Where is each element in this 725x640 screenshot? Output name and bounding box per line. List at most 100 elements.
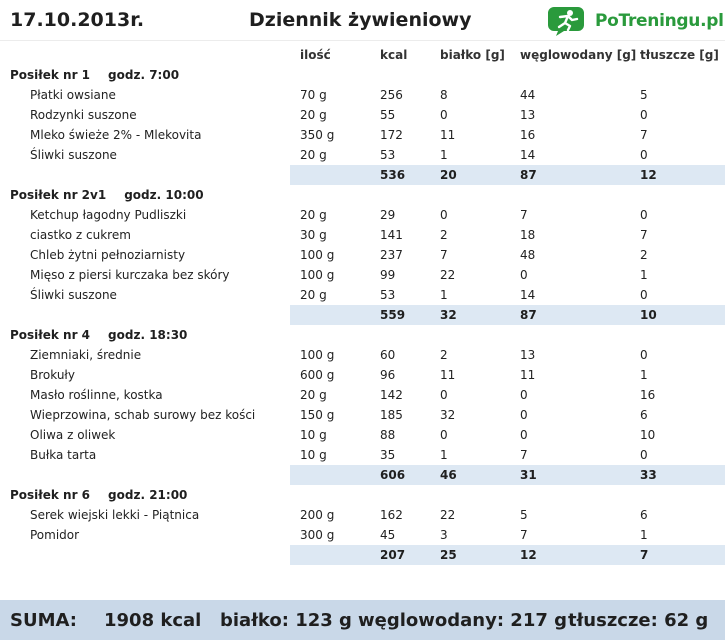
food-name: Mięso z piersi kurczaka bez skóry: [30, 268, 230, 282]
food-protein: 32: [440, 408, 456, 422]
total-protein: 25: [440, 548, 457, 562]
food-qty: 70 g: [300, 88, 327, 102]
food-kcal: 60: [380, 348, 396, 362]
food-row: Ketchup łagodny Pudliszki 20 g 29 0 7 0: [0, 205, 725, 225]
total-kcal: 606: [380, 468, 406, 482]
col-header-qty: ilość: [300, 48, 331, 62]
food-name: Chleb żytni pełnoziarnisty: [30, 248, 186, 262]
food-kcal: 162: [380, 508, 403, 522]
total-kcal: 559: [380, 308, 406, 322]
meal-time: godz. 7:00: [108, 68, 180, 82]
meal-total-row: 207 25 12 7: [290, 545, 725, 565]
food-carbs: 7: [520, 208, 528, 222]
total-fat: 7: [640, 548, 649, 562]
food-carbs: 0: [520, 428, 528, 442]
food-kcal: 35: [380, 448, 396, 462]
food-carbs: 14: [520, 148, 536, 162]
food-fat: 1: [640, 528, 648, 542]
food-fat: 7: [640, 128, 648, 142]
food-fat: 1: [640, 268, 648, 282]
food-carbs: 0: [520, 268, 528, 282]
food-name: Pomidor: [30, 528, 80, 542]
food-qty: 30 g: [300, 228, 327, 242]
food-fat: 16: [640, 388, 656, 402]
food-name: Ziemniaki, średnie: [30, 348, 142, 362]
food-name: Śliwki suszone: [30, 288, 117, 302]
food-protein: 1: [440, 288, 448, 302]
food-protein: 3: [440, 528, 448, 542]
food-kcal: 29: [380, 208, 396, 222]
food-protein: 1: [440, 148, 448, 162]
food-qty: 100 g: [300, 348, 335, 362]
summary-carbs: węglowodany: 217 g: [358, 610, 568, 631]
food-row: Mięso z piersi kurczaka bez skóry 100 g 99…: [0, 265, 725, 285]
food-kcal: 237: [380, 248, 403, 262]
meal-header: Posiłek nr 4 godz. 18:30: [10, 328, 187, 342]
food-protein: 2: [440, 228, 448, 242]
meal-time: godz. 10:00: [124, 188, 204, 202]
food-name: Mleko świeże 2% - Mlekovita: [30, 128, 202, 142]
summary-bar: SUMA: 1908 kcal białko: 123 g węglowodan…: [0, 600, 725, 640]
total-carbs: 87: [520, 168, 537, 182]
food-protein: 1: [440, 448, 448, 462]
meal-name: Posiłek nr 6: [10, 488, 91, 502]
food-fat: 0: [640, 148, 648, 162]
total-fat: 12: [640, 168, 657, 182]
food-fat: 0: [640, 348, 648, 362]
food-qty: 200 g: [300, 508, 335, 522]
food-fat: 1: [640, 368, 648, 382]
food-row: Śliwki suszone 20 g 53 1 14 0: [0, 285, 725, 305]
food-carbs: 0: [520, 408, 528, 422]
food-qty: 20 g: [300, 148, 327, 162]
food-qty: 20 g: [300, 208, 327, 222]
food-qty: 600 g: [300, 368, 335, 382]
food-row: Pomidor 300 g 45 3 7 1: [0, 525, 725, 545]
food-row: Ziemniaki, średnie 100 g 60 2 13 0: [0, 345, 725, 365]
food-kcal: 256: [380, 88, 403, 102]
meal-name: Posiłek nr 1: [10, 68, 91, 82]
food-row: Wieprzowina, schab surowy bez kości 150 g…: [0, 405, 725, 425]
total-kcal: 536: [380, 168, 406, 182]
col-header-carbs: węglowodany [g]: [520, 48, 637, 62]
food-carbs: 13: [520, 348, 536, 362]
logo-domain: .pl: [700, 11, 724, 31]
food-name: Wieprzowina, schab surowy bez kości: [30, 408, 256, 422]
food-fat: 7: [640, 228, 648, 242]
food-kcal: 88: [380, 428, 396, 442]
header: 17.10.2013r. Dziennik żywieniowy PoTreni…: [0, 0, 725, 41]
meal-time: godz. 21:00: [108, 488, 188, 502]
meal-total-row: 606 46 31 33: [290, 465, 725, 485]
food-kcal: 55: [380, 108, 396, 122]
food-kcal: 96: [380, 368, 396, 382]
potreningu-logo[interactable]: PoTreningu.pl: [548, 3, 724, 37]
food-protein: 22: [440, 508, 456, 522]
food-fat: 0: [640, 288, 648, 302]
food-row: Masło roślinne, kostka 20 g 142 0 0 16: [0, 385, 725, 405]
food-carbs: 0: [520, 388, 528, 402]
food-carbs: 11: [520, 368, 536, 382]
food-kcal: 141: [380, 228, 403, 242]
summary-label: SUMA:: [10, 610, 77, 631]
food-qty: 20 g: [300, 108, 327, 122]
food-kcal: 53: [380, 288, 396, 302]
food-row: Płatki owsiane 70 g 256 8 44 5: [0, 85, 725, 105]
food-protein: 22: [440, 268, 456, 282]
meal-time: godz. 18:30: [108, 328, 188, 342]
food-qty: 300 g: [300, 528, 335, 542]
food-name: Serek wiejski lekki - Piątnica: [30, 508, 200, 522]
food-name: Rodzynki suszone: [30, 108, 137, 122]
total-fat: 10: [640, 308, 657, 322]
total-protein: 20: [440, 168, 457, 182]
meal-header: Posiłek nr 2v1 godz. 10:00: [10, 188, 204, 202]
food-kcal: 185: [380, 408, 403, 422]
food-row: Mleko świeże 2% - Mlekovita 350 g 172 11 16 7: [0, 125, 725, 145]
food-qty: 100 g: [300, 248, 335, 262]
food-protein: 8: [440, 88, 448, 102]
food-row: Bułka tarta 10 g 35 1 7 0: [0, 445, 725, 465]
summary-fat: tłuszcze: 62 g: [568, 610, 709, 631]
food-protein: 0: [440, 108, 448, 122]
food-fat: 5: [640, 88, 648, 102]
food-carbs: 14: [520, 288, 536, 302]
food-name: Oliwa z oliwek: [30, 428, 116, 442]
food-kcal: 172: [380, 128, 403, 142]
